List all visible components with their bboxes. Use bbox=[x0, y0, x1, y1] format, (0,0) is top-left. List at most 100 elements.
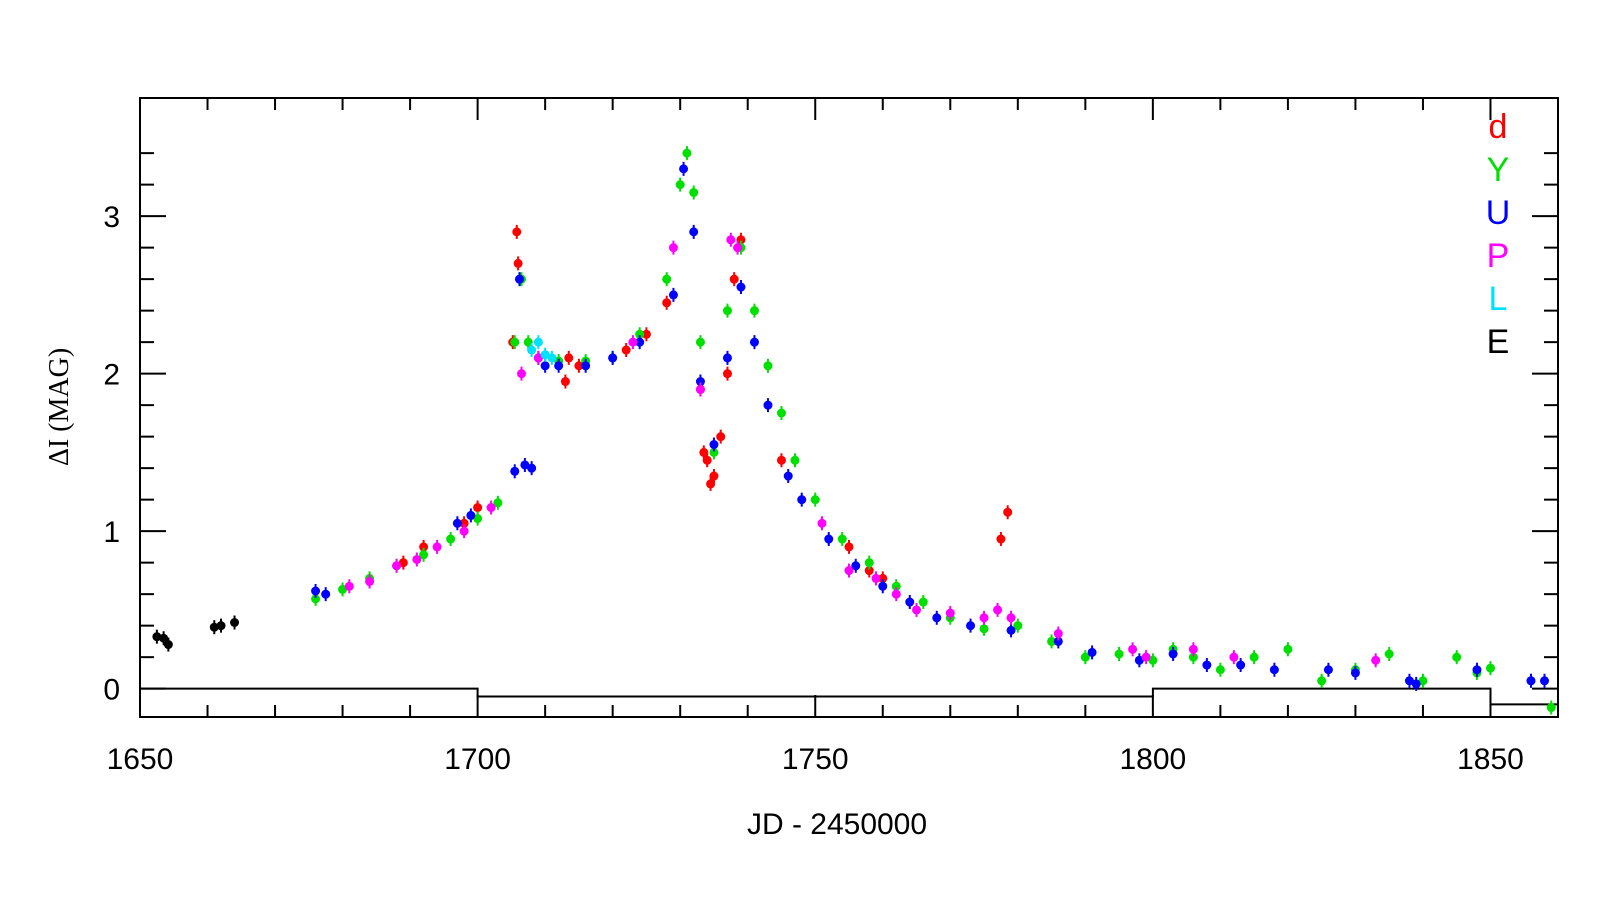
data-point-U bbox=[1087, 647, 1097, 657]
data-point-Y bbox=[1080, 652, 1090, 662]
data-point-P bbox=[912, 605, 922, 615]
data-point-U bbox=[749, 337, 759, 347]
data-point-P bbox=[844, 566, 854, 576]
data-point-Y bbox=[1317, 676, 1327, 686]
data-point-U bbox=[581, 361, 591, 371]
x-tick-label: 1650 bbox=[107, 743, 174, 776]
y-tick-label: 2 bbox=[103, 359, 120, 392]
data-point-Y bbox=[510, 337, 520, 347]
data-point-U bbox=[736, 282, 746, 292]
data-point-U bbox=[932, 613, 942, 623]
data-point-Y bbox=[662, 274, 672, 284]
data-point-d bbox=[564, 353, 574, 363]
data-point-d bbox=[662, 298, 672, 308]
data-point-Y bbox=[918, 597, 928, 607]
data-point-U bbox=[1526, 676, 1536, 686]
data-point-U bbox=[527, 463, 537, 473]
data-point-P bbox=[392, 561, 402, 571]
data-point-d bbox=[560, 377, 570, 387]
x-tick-label: 1750 bbox=[782, 743, 849, 776]
data-point-U bbox=[1168, 649, 1178, 659]
y-tick-label: 1 bbox=[103, 516, 120, 549]
data-point-U bbox=[668, 290, 678, 300]
data-point-P bbox=[668, 243, 678, 253]
data-point-P bbox=[1371, 655, 1381, 665]
data-points bbox=[152, 146, 1556, 715]
y-tick-label: 3 bbox=[103, 201, 120, 234]
data-point-Y bbox=[446, 534, 456, 544]
data-point-d bbox=[878, 573, 888, 583]
data-point-P bbox=[817, 518, 827, 528]
data-point-P bbox=[871, 573, 881, 583]
data-point-U bbox=[1404, 676, 1414, 686]
data-point-Y bbox=[1418, 676, 1428, 686]
data-point-P bbox=[1006, 613, 1016, 623]
x-tick-label: 1800 bbox=[1119, 743, 1186, 776]
y-axis-ticks: 0 1 2 3 bbox=[103, 152, 1558, 707]
data-point-d bbox=[513, 258, 523, 268]
data-point-Y bbox=[1148, 655, 1158, 665]
data-point-U bbox=[1006, 625, 1016, 635]
data-point-Y bbox=[419, 550, 429, 560]
data-point-U bbox=[1411, 679, 1421, 689]
data-point-Y bbox=[311, 594, 321, 604]
data-point-L bbox=[533, 337, 543, 347]
data-point-U bbox=[1539, 676, 1549, 686]
data-point-Y bbox=[473, 514, 483, 524]
data-point-U bbox=[695, 377, 705, 387]
data-point-Y bbox=[675, 180, 685, 190]
data-point-P bbox=[1053, 629, 1063, 639]
data-point-d bbox=[844, 542, 854, 552]
data-point-Y bbox=[493, 498, 503, 508]
data-point-P bbox=[945, 608, 955, 618]
data-point-U bbox=[510, 466, 520, 476]
data-point-Y bbox=[1249, 652, 1259, 662]
x-axis-title: JD - 2450000 bbox=[747, 808, 927, 841]
data-point-U bbox=[1323, 665, 1333, 675]
data-point-P bbox=[1229, 652, 1239, 662]
data-point-Y bbox=[695, 337, 705, 347]
data-point-Y bbox=[1047, 636, 1057, 646]
data-point-L bbox=[527, 345, 537, 355]
data-point-U bbox=[1134, 655, 1144, 665]
data-point-P bbox=[1141, 652, 1151, 662]
baseline-step-line bbox=[140, 687, 1558, 706]
data-point-d bbox=[512, 227, 522, 237]
legend-item-U: U bbox=[1486, 194, 1511, 232]
data-point-U bbox=[1350, 668, 1360, 678]
data-point-Y bbox=[891, 581, 901, 591]
legend-item-E: E bbox=[1487, 323, 1510, 361]
data-point-Y bbox=[682, 148, 692, 158]
data-point-Y bbox=[338, 584, 348, 594]
data-point-L bbox=[547, 353, 557, 363]
plot-frame bbox=[139, 97, 1559, 718]
data-point-P bbox=[344, 581, 354, 591]
data-point-P bbox=[979, 613, 989, 623]
data-point-P bbox=[517, 369, 527, 379]
x-tick-label: 1700 bbox=[444, 743, 511, 776]
data-point-d bbox=[398, 558, 408, 568]
data-point-U bbox=[878, 581, 888, 591]
data-point-Y bbox=[864, 558, 874, 568]
data-point-U bbox=[452, 518, 462, 528]
data-point-Y bbox=[790, 455, 800, 465]
data-point-U bbox=[554, 361, 564, 371]
data-point-P bbox=[726, 235, 736, 245]
x-tick-label: 1850 bbox=[1457, 743, 1524, 776]
data-point-d bbox=[864, 566, 874, 576]
data-point-P bbox=[365, 577, 375, 587]
data-point-U bbox=[608, 353, 618, 363]
data-point-E bbox=[152, 632, 162, 642]
data-point-P bbox=[695, 384, 705, 394]
data-point-U bbox=[540, 361, 550, 371]
legend-item-P: P bbox=[1487, 237, 1510, 275]
data-point-Y bbox=[722, 306, 732, 316]
data-point-d bbox=[419, 542, 429, 552]
data-point-d bbox=[459, 518, 469, 528]
data-point-U bbox=[824, 534, 834, 544]
data-point-Y bbox=[1546, 703, 1556, 713]
data-point-d bbox=[776, 455, 786, 465]
data-point-d bbox=[1003, 507, 1013, 517]
